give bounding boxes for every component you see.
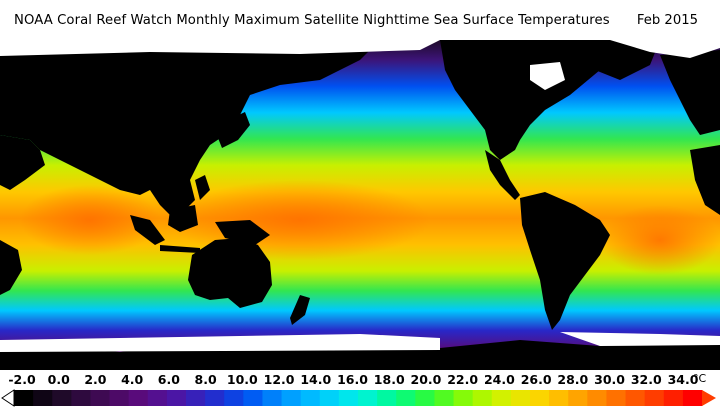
colorbar-segment	[510, 390, 531, 406]
africa-west	[690, 145, 720, 215]
colorbar-segment	[52, 390, 72, 406]
australia	[188, 238, 272, 308]
colorbar-segment	[338, 390, 359, 406]
colorbar-segment	[415, 390, 435, 406]
colorbar-tick-label: 12.0	[263, 372, 295, 387]
colorbar-segment	[568, 390, 588, 406]
colorbar-segment	[71, 390, 91, 406]
colorbar-tick-label: 24.0	[483, 372, 515, 387]
colorbar-tick-label: 20.0	[410, 372, 442, 387]
title-bar: NOAA Coral Reef Watch Monthly Maximum Sa…	[0, 0, 720, 40]
colorbar-segment	[644, 390, 665, 406]
colorbar-unit: °C	[693, 372, 707, 385]
map-title: NOAA Coral Reef Watch Monthly Maximum Sa…	[14, 13, 610, 28]
new-guinea	[215, 220, 270, 245]
java	[160, 245, 200, 253]
colorbar-tick-label: 28.0	[557, 372, 589, 387]
colorbar-segment	[606, 390, 627, 406]
sumatra	[130, 215, 165, 245]
colorbar-tick-label: 6.0	[157, 372, 180, 387]
africa-east	[0, 135, 45, 190]
europe	[660, 50, 720, 135]
philippines	[195, 175, 210, 200]
colorbar-tick-label: 2.0	[84, 372, 107, 387]
colorbar-segment	[453, 390, 474, 406]
colorbar-segment	[434, 390, 455, 406]
indian-ocean-warm	[20, 185, 160, 255]
colorbar-segment	[358, 390, 378, 406]
arctic-ice-right	[610, 40, 720, 58]
hudson-ice	[530, 62, 565, 90]
colorbar-tick-label: -2.0	[8, 372, 36, 387]
colorbar-tick-label: 0.0	[47, 372, 70, 387]
colorbar-max-arrow	[702, 390, 716, 406]
colorbar-segment	[682, 390, 703, 406]
colorbar-tick-label: 22.0	[447, 372, 479, 387]
colorbar-tick-label: 10.0	[226, 372, 258, 387]
north-america	[440, 40, 610, 160]
colorbar-segment	[530, 390, 550, 406]
colorbar-segment	[472, 390, 493, 406]
colorbar-segment	[33, 390, 53, 406]
antarctic-ice-right	[560, 332, 720, 346]
colorbar-segment	[14, 390, 34, 406]
central-america	[485, 150, 520, 200]
africa-south	[0, 240, 22, 295]
colorbar-segment	[90, 390, 111, 406]
arctic-ice-left	[0, 40, 440, 56]
colorbar-segment	[491, 390, 512, 406]
colorbar-tick-label: 4.0	[121, 372, 144, 387]
colorbar-segment	[625, 390, 646, 406]
colorbar-min-arrow	[1, 389, 15, 407]
new-zealand	[290, 295, 310, 325]
colorbar-segment	[243, 390, 263, 406]
colorbar-segment	[166, 390, 187, 406]
map-date: Feb 2015	[636, 13, 698, 28]
borneo	[168, 205, 198, 232]
colorbar-segment	[549, 390, 569, 406]
colorbar-tick-labels: -2.0 0.0 2.0 4.0 6.0 8.0 10.0 12.0 14.0 16.0 18.0 2…	[0, 371, 720, 387]
colorbar-tick-label: 8.0	[194, 372, 217, 387]
south-america	[520, 192, 610, 330]
sea-ice	[0, 40, 720, 352]
colorbar-segment	[109, 390, 130, 406]
colorbar	[1, 389, 716, 407]
colorbar-tick-label: 14.0	[300, 372, 332, 387]
antarctic-ice-left	[0, 334, 440, 352]
eurasia	[0, 40, 380, 215]
colorbar-tick-label: 34.0	[667, 372, 699, 387]
colorbar-tick-label: 32.0	[630, 372, 662, 387]
colorbar-segment	[319, 390, 340, 406]
colorbar-segment	[128, 390, 149, 406]
sst-map	[0, 40, 720, 370]
greenland	[560, 40, 660, 80]
colorbar-segment	[224, 390, 244, 406]
colorbar-tick-label: 26.0	[520, 372, 552, 387]
colorbar-segment	[281, 390, 302, 406]
colorbar-segment	[663, 390, 684, 406]
colorbar-segment	[186, 390, 206, 406]
colorbar-segment	[300, 390, 321, 406]
colorbar-segment	[377, 390, 397, 406]
colorbar-segment	[587, 390, 607, 406]
colorbar-segment	[262, 390, 283, 406]
colorbar-tick-label: 18.0	[373, 372, 405, 387]
japan	[218, 112, 250, 148]
colorbar-segment	[147, 390, 168, 406]
south-atlantic-warm	[600, 205, 720, 275]
colorbar-tick-label: 30.0	[594, 372, 625, 387]
colorbar-segment	[205, 390, 225, 406]
colorbar-tick-label: 16.0	[337, 372, 368, 387]
colorbar-segment	[396, 390, 416, 406]
